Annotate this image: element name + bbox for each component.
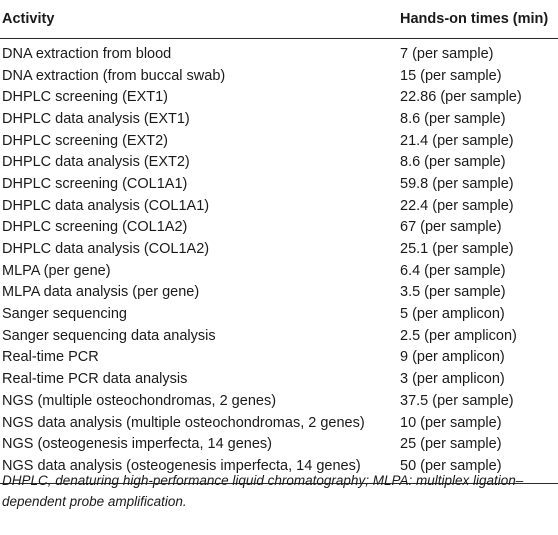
activity-cell: NGS (multiple osteochondromas, 2 genes) bbox=[2, 392, 277, 409]
time-cell: 50 (per sample) bbox=[400, 457, 502, 474]
time-cell: 5 (per amplicon) bbox=[400, 306, 505, 323]
activity-cell: NGS (osteogenesis imperfecta, 14 genes) bbox=[2, 436, 272, 453]
header-hands-on-times: Hands-on times (min) bbox=[400, 11, 549, 27]
table-row: MLPA data analysis (per gene) 3.5 (per sa… bbox=[0, 282, 558, 304]
table-row: DNA extraction from blood 7 (per sample) bbox=[0, 39, 558, 65]
time-cell: 15 (per sample) bbox=[400, 67, 502, 84]
time-cell: 3 (per amplicon) bbox=[400, 371, 505, 388]
time-cell: 67 (per sample) bbox=[400, 219, 502, 236]
table-row: DNA extraction (from buccal swab) 15 (per… bbox=[0, 65, 558, 87]
activity-cell: MLPA (per gene) bbox=[2, 262, 111, 279]
time-cell: 3.5 (per sample) bbox=[400, 284, 506, 301]
table-row: NGS (multiple osteochondromas, 2 genes) 3… bbox=[0, 390, 558, 412]
activity-cell: DNA extraction from blood bbox=[2, 45, 172, 62]
activity-cell: DHPLC screening (EXT2) bbox=[2, 132, 168, 149]
activity-cell: Sanger sequencing data analysis bbox=[2, 327, 216, 344]
activity-cell: DHPLC data analysis (EXT2) bbox=[2, 154, 190, 171]
time-cell: 25.1 (per sample) bbox=[400, 241, 514, 258]
time-cell: 9 (per amplicon) bbox=[400, 349, 505, 366]
activity-cell: Real-time PCR bbox=[2, 349, 99, 366]
table-body: DNA extraction from blood 7 (per sample) D… bbox=[0, 39, 558, 484]
time-cell: 6.4 (per sample) bbox=[400, 262, 506, 279]
activity-cell: DHPLC screening (COL1A2) bbox=[2, 219, 188, 236]
table-row: DHPLC data analysis (EXT2) 8.6 (per sampl… bbox=[0, 151, 558, 173]
header-activity: Activity bbox=[2, 11, 55, 27]
table-row: DHPLC screening (EXT2) 21.4 (per sample) bbox=[0, 130, 558, 152]
activity-cell: DHPLC data analysis (COL1A2) bbox=[2, 241, 210, 258]
table-footnote: DHPLC, denaturing high-performance liqui… bbox=[2, 473, 524, 509]
activity-cell: Real-time PCR data analysis bbox=[2, 371, 188, 388]
table-row: DHPLC screening (EXT1) 22.86 (per sample) bbox=[0, 86, 558, 108]
table-row: Real-time PCR data analysis 3 (per amplic… bbox=[0, 368, 558, 390]
table-row: NGS data analysis (osteogenesis imperfec… bbox=[0, 455, 558, 483]
activity-cell: DNA extraction (from buccal swab) bbox=[2, 67, 226, 84]
table-row: NGS data analysis (multiple osteochondro… bbox=[0, 412, 558, 434]
time-cell: 10 (per sample) bbox=[400, 414, 502, 431]
activity-cell: DHPLC screening (EXT1) bbox=[2, 89, 168, 106]
table-row: NGS (osteogenesis imperfecta, 14 genes) 2… bbox=[0, 433, 558, 455]
activity-cell: DHPLC screening (COL1A1) bbox=[2, 175, 188, 192]
time-cell: 8.6 (per sample) bbox=[400, 154, 506, 171]
table-row: Real-time PCR 9 (per amplicon) bbox=[0, 347, 558, 369]
activity-cell: NGS data analysis (osteogenesis imperfec… bbox=[2, 457, 361, 474]
time-cell: 22.86 (per sample) bbox=[400, 89, 522, 106]
table-row: DHPLC data analysis (COL1A2) 25.1 (per sa… bbox=[0, 238, 558, 260]
table-row: Sanger sequencing 5 (per amplicon) bbox=[0, 303, 558, 325]
time-cell: 59.8 (per sample) bbox=[400, 175, 514, 192]
table-row: DHPLC data analysis (COL1A1) 22.4 (per sa… bbox=[0, 195, 558, 217]
time-cell: 2.5 (per amplicon) bbox=[400, 327, 517, 344]
activity-cell: NGS data analysis (multiple osteochondro… bbox=[2, 414, 365, 431]
time-cell: 7 (per sample) bbox=[400, 45, 494, 62]
time-cell: 21.4 (per sample) bbox=[400, 132, 514, 149]
table-row: DHPLC screening (COL1A1) 59.8 (per sample… bbox=[0, 173, 558, 195]
time-cell: 37.5 (per sample) bbox=[400, 392, 514, 409]
time-cell: 25 (per sample) bbox=[400, 436, 502, 453]
table-header-row: Activity Hands-on times (min) bbox=[0, 0, 558, 39]
table-row: Sanger sequencing data analysis 2.5 (per … bbox=[0, 325, 558, 347]
table-row: MLPA (per gene) 6.4 (per sample) bbox=[0, 260, 558, 282]
activity-cell: MLPA data analysis (per gene) bbox=[2, 284, 200, 301]
hands-on-times-table-container: Activity Hands-on times (min) DNA extrac… bbox=[0, 0, 558, 484]
hands-on-times-table: Activity Hands-on times (min) DNA extrac… bbox=[0, 0, 558, 484]
table-row: DHPLC screening (COL1A2) 67 (per sample) bbox=[0, 217, 558, 239]
time-cell: 22.4 (per sample) bbox=[400, 197, 514, 214]
activity-cell: Sanger sequencing bbox=[2, 306, 127, 323]
time-cell: 8.6 (per sample) bbox=[400, 110, 506, 127]
activity-cell: DHPLC data analysis (EXT1) bbox=[2, 110, 190, 127]
table-row: DHPLC data analysis (EXT1) 8.6 (per sampl… bbox=[0, 108, 558, 130]
activity-cell: DHPLC data analysis (COL1A1) bbox=[2, 197, 210, 214]
